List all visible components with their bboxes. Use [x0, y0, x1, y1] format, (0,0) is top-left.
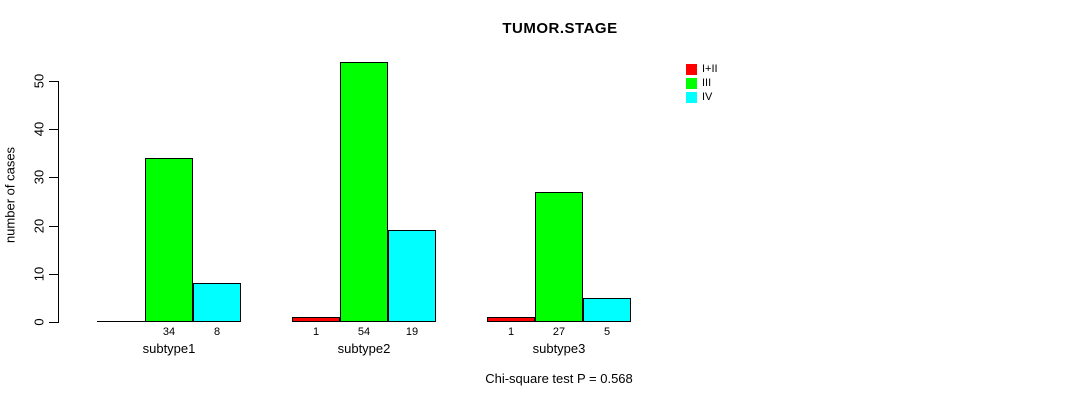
bar-subtype3-I+II	[487, 317, 535, 322]
y-tick-mark	[49, 226, 59, 227]
legend-row-III: III	[686, 78, 718, 89]
bar-subtype3-III	[535, 192, 583, 322]
legend-label: I+II	[702, 63, 718, 75]
value-label-subtype2-IV: 19	[405, 326, 419, 338]
y-tick-mark	[49, 322, 59, 323]
y-tick-label: 30	[31, 169, 47, 185]
value-label-subtype1-III: 34	[162, 326, 176, 338]
category-label-subtype1: subtype1	[142, 341, 196, 356]
y-tick-mark	[49, 177, 59, 178]
y-tick-mark	[49, 274, 59, 275]
legend-row-I+II: I+II	[686, 64, 718, 75]
bar-subtype1-III	[145, 158, 193, 322]
legend-label: III	[702, 77, 712, 89]
bar-subtype3-IV	[583, 298, 631, 322]
y-tick-mark	[49, 81, 59, 82]
legend-row-IV: IV	[686, 92, 718, 103]
y-tick-label: 40	[31, 121, 47, 137]
chart-title: TUMOR.STAGE	[502, 20, 618, 37]
y-tick-mark	[49, 129, 59, 130]
y-tick-label: 0	[31, 318, 47, 326]
y-axis-label: number of cases	[2, 146, 18, 244]
value-label-subtype3-I+II: 1	[507, 326, 515, 338]
value-label-subtype2-III: 54	[357, 326, 371, 338]
legend-swatch-icon	[686, 78, 697, 89]
value-label-subtype2-I+II: 1	[312, 326, 320, 338]
value-label-subtype3-IV: 5	[603, 326, 611, 338]
category-label-subtype2: subtype2	[337, 341, 391, 356]
category-label-subtype3: subtype3	[532, 341, 586, 356]
legend: I+II III IV	[686, 64, 718, 106]
legend-label: IV	[702, 91, 713, 103]
value-label-subtype3-III: 27	[552, 326, 566, 338]
y-axis-line	[58, 81, 59, 323]
bar-subtype2-I+II	[292, 317, 340, 322]
y-tick-label: 20	[31, 218, 47, 234]
bar-subtype2-IV	[388, 230, 436, 322]
legend-swatch-icon	[686, 92, 697, 103]
bar-subtype1-IV	[193, 283, 241, 322]
bar-subtype2-III	[340, 62, 388, 322]
y-tick-label: 50	[31, 73, 47, 89]
value-label-subtype1-IV: 8	[213, 326, 221, 338]
bar-subtype1-I+II	[97, 321, 145, 322]
chi-square-annotation: Chi-square test P = 0.568	[485, 371, 633, 386]
y-tick-label: 10	[31, 266, 47, 282]
legend-swatch-icon	[686, 64, 697, 75]
